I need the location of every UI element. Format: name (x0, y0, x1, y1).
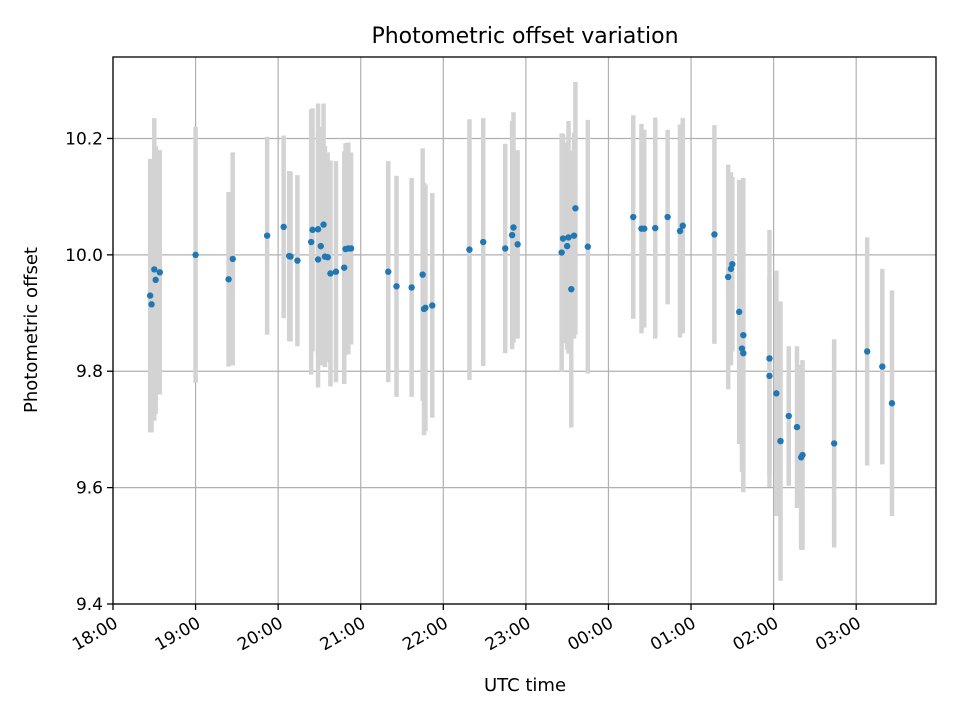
data-point (314, 256, 322, 263)
data-point (724, 273, 732, 281)
x-tick-label: 03:00 (812, 613, 864, 655)
data-point (280, 223, 287, 231)
y-axis-label: Photometric offset (21, 247, 42, 413)
data-point (630, 213, 637, 221)
data-point (502, 245, 509, 252)
data-point (146, 292, 154, 299)
data-point (148, 301, 155, 308)
data-point (263, 232, 271, 239)
data-point (192, 251, 199, 259)
data-point (152, 276, 159, 284)
data-point (393, 283, 400, 290)
data-point (766, 355, 773, 362)
data-point (327, 270, 334, 277)
x-tick-label: 01:00 (647, 613, 699, 655)
data-point (740, 349, 747, 357)
data-point (664, 213, 671, 221)
error-bars (147, 82, 895, 581)
data-point (641, 225, 648, 232)
data-point (294, 257, 301, 264)
data-point (466, 246, 473, 253)
x-tick-label: 22:00 (399, 613, 451, 655)
data-point (773, 390, 780, 397)
x-axis-label: UTC time (484, 675, 566, 696)
y-tick-label: 9.4 (76, 595, 103, 615)
data-point (480, 238, 487, 246)
data-point (740, 331, 747, 339)
data-point (793, 423, 801, 431)
data-point (510, 224, 517, 231)
data-point (711, 231, 718, 238)
data-point (332, 268, 340, 275)
data-point (229, 255, 236, 263)
plot-frame (112, 56, 937, 605)
data-point (558, 249, 565, 256)
data-point (830, 440, 838, 447)
y-tick-label: 9.8 (76, 362, 103, 382)
data-point (766, 372, 773, 380)
data-point (652, 224, 659, 232)
data-point (863, 348, 871, 355)
data-point (584, 243, 592, 250)
data-point (408, 284, 415, 291)
data-point (676, 227, 684, 235)
data-point (287, 253, 294, 260)
data-point (565, 234, 572, 241)
data-point (563, 242, 571, 250)
data-point (735, 308, 743, 316)
data-point (347, 245, 355, 252)
data-point (309, 226, 316, 234)
data-point (568, 285, 575, 293)
data-point (307, 238, 315, 246)
data-point (508, 231, 516, 239)
data-point (799, 451, 806, 459)
data-point (385, 268, 392, 275)
x-axis-ticks: 18:00 19:00 20:00 21:00 22:00 23:00 00:00 01:00… (69, 604, 865, 655)
data-point (317, 242, 325, 250)
y-tick-label: 9.6 (76, 479, 103, 499)
data-point (320, 221, 327, 228)
data-points (146, 205, 896, 461)
data-point (314, 226, 322, 233)
data-point (151, 266, 158, 273)
data-point (559, 235, 567, 242)
y-tick-label: 10.0 (65, 246, 103, 266)
y-tick-label: 10.2 (65, 129, 103, 149)
data-point (156, 269, 163, 276)
data-point (879, 363, 886, 370)
data-point (429, 302, 436, 309)
data-point (570, 232, 578, 239)
data-point (729, 260, 736, 268)
x-tick-label: 20:00 (234, 613, 286, 655)
x-tick-label: 23:00 (482, 613, 534, 655)
data-point (777, 437, 784, 445)
data-point (419, 271, 426, 278)
data-point (422, 304, 429, 312)
data-point (324, 253, 331, 261)
x-tick-label: 21:00 (317, 613, 369, 655)
chart-title: Photometric offset variation (371, 24, 678, 49)
data-point (225, 276, 232, 283)
data-point (514, 241, 521, 248)
data-point (785, 412, 792, 420)
data-point (341, 264, 348, 271)
x-tick-label: 00:00 (565, 613, 617, 655)
data-point (888, 400, 896, 407)
x-tick-label: 19:00 (152, 613, 204, 655)
x-tick-label: 02:00 (730, 613, 782, 655)
grid-lines (112, 57, 936, 605)
data-point (679, 222, 686, 229)
x-tick-label: 18:00 (69, 613, 121, 655)
data-point (572, 205, 579, 212)
y-axis-ticks: 9.4 9.6 9.8 10.0 10.2 (65, 129, 113, 615)
